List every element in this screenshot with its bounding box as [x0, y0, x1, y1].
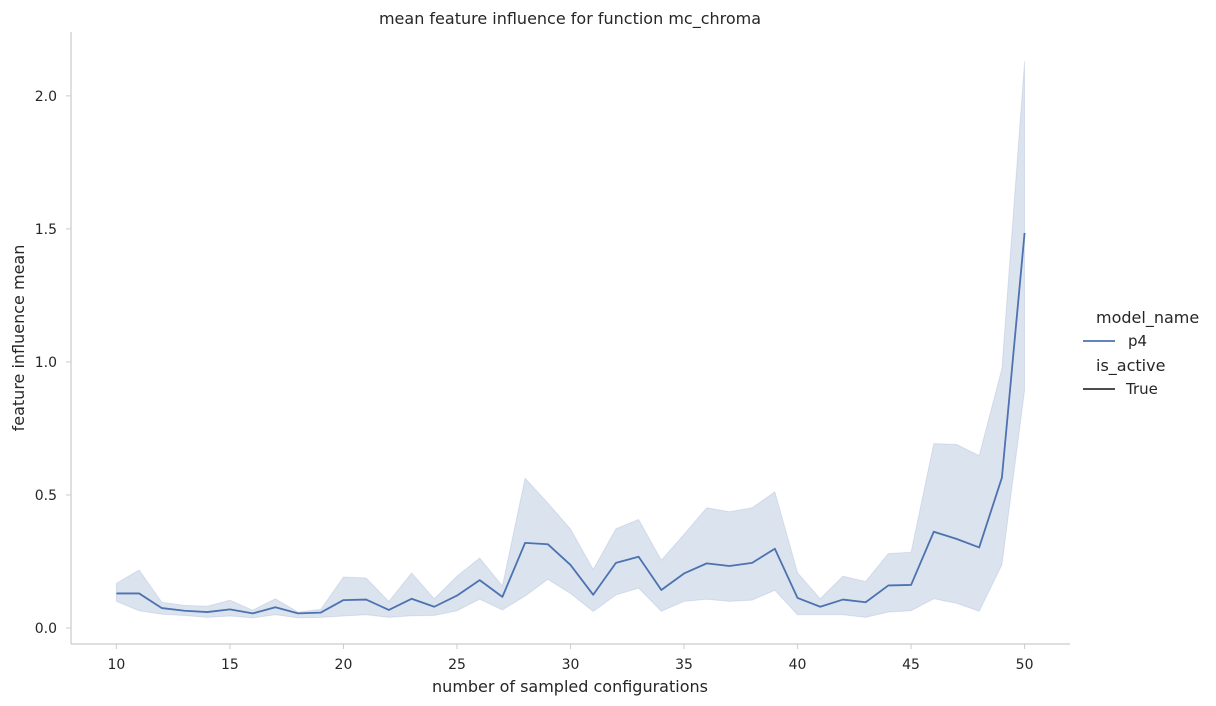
chart-title: mean feature influence for function mc_c… — [379, 9, 761, 29]
x-axis-label: number of sampled configurations — [432, 677, 708, 696]
data-point — [297, 612, 299, 614]
data-point — [842, 598, 844, 600]
y-tick-label: 2.0 — [35, 89, 57, 105]
y-tick-label: 1.0 — [35, 355, 57, 371]
data-point — [569, 564, 571, 566]
x-tick-label: 25 — [448, 657, 466, 673]
x-tick-label: 20 — [335, 657, 353, 673]
data-point — [478, 579, 480, 581]
data-point — [774, 548, 776, 550]
data-point — [251, 612, 253, 614]
data-point — [433, 606, 435, 608]
data-point — [501, 596, 503, 598]
legend: model_name p4 is_active True — [1083, 308, 1199, 398]
x-tick-label: 30 — [562, 657, 580, 673]
x-tick-label: 50 — [1016, 657, 1034, 673]
data-point — [388, 609, 390, 611]
y-ticks: 0.0 0.5 1.0 1.5 2.0 — [35, 89, 71, 637]
y-tick-label: 1.5 — [35, 222, 57, 238]
y-tick-label: 0.0 — [35, 621, 57, 637]
data-point — [955, 538, 957, 540]
x-tick-label: 15 — [221, 657, 239, 673]
data-point — [933, 531, 935, 533]
data-point — [592, 594, 594, 596]
data-point — [864, 601, 866, 603]
data-point — [978, 546, 980, 548]
data-point — [342, 599, 344, 601]
data-point — [728, 565, 730, 567]
data-point — [115, 592, 117, 594]
legend-p4-label: p4 — [1128, 332, 1147, 350]
data-point — [796, 597, 798, 599]
plot-area — [115, 61, 1026, 619]
data-point — [274, 606, 276, 608]
data-point — [524, 542, 526, 544]
x-tick-label: 10 — [107, 657, 125, 673]
y-axis-label: feature influence mean — [9, 245, 28, 432]
data-point — [161, 607, 163, 609]
data-point — [320, 611, 322, 613]
data-point — [456, 594, 458, 596]
data-point — [660, 589, 662, 591]
x-tick-label: 35 — [675, 657, 693, 673]
x-ticks: 10 15 20 25 30 35 40 45 50 — [107, 644, 1034, 673]
data-point — [365, 598, 367, 600]
series-p4-line — [116, 232, 1026, 615]
x-tick-label: 45 — [902, 657, 920, 673]
data-point — [206, 611, 208, 613]
data-point — [615, 562, 617, 564]
data-point — [819, 606, 821, 608]
data-point — [637, 556, 639, 558]
legend-hue-title: model_name — [1096, 308, 1199, 328]
data-point — [910, 584, 912, 586]
series-p4-confidence-band — [115, 61, 1026, 619]
data-point — [410, 598, 412, 600]
data-point — [1001, 477, 1003, 479]
data-point — [229, 608, 231, 610]
legend-true-label: True — [1125, 380, 1158, 398]
data-point — [887, 584, 889, 586]
x-tick-label: 40 — [789, 657, 807, 673]
data-point — [706, 562, 708, 564]
data-point — [683, 572, 685, 574]
data-point — [183, 610, 185, 612]
data-point — [547, 543, 549, 545]
data-point — [138, 592, 140, 594]
data-point — [1023, 232, 1025, 234]
legend-style-title: is_active — [1096, 356, 1165, 376]
y-tick-label: 0.5 — [35, 488, 57, 504]
data-point — [751, 562, 753, 564]
